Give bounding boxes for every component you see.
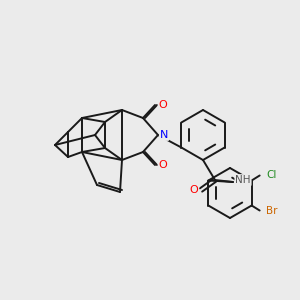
Text: Cl: Cl [266, 170, 277, 181]
Text: O: O [159, 160, 167, 170]
Text: NH: NH [235, 175, 251, 185]
Text: O: O [159, 100, 167, 110]
Text: O: O [190, 185, 198, 195]
Text: Br: Br [266, 206, 278, 215]
Text: N: N [160, 130, 168, 140]
